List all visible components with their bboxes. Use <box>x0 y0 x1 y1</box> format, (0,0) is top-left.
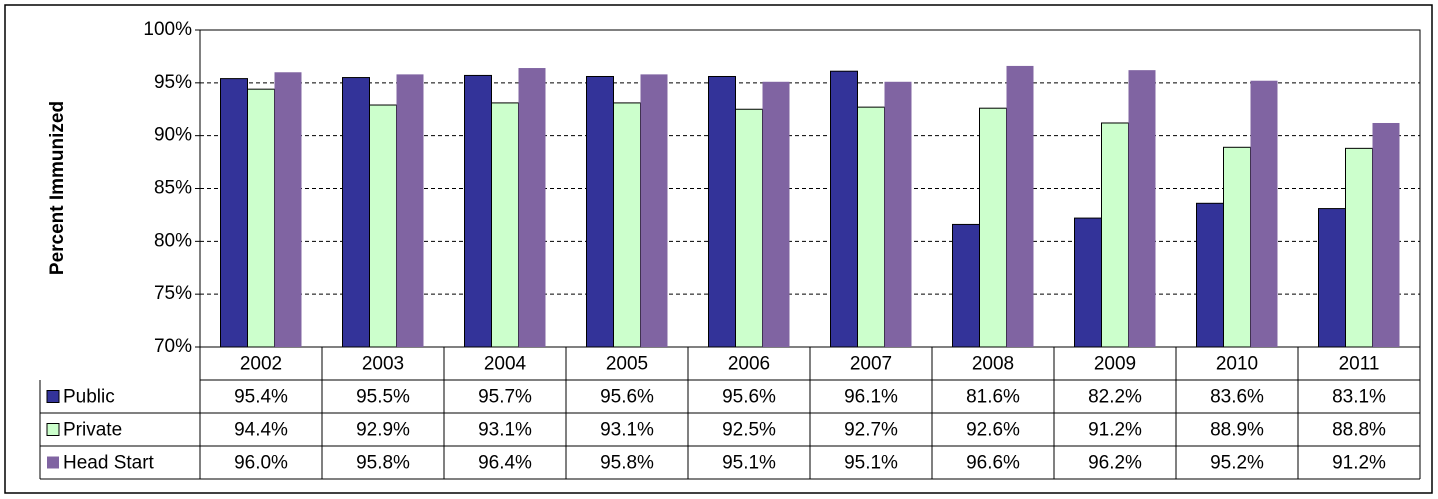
y-tick-label: 80% <box>154 230 192 251</box>
table-value: 96.6% <box>966 453 1020 474</box>
bar <box>369 104 397 348</box>
legend-swatch <box>46 390 60 403</box>
x-tick-label: 2010 <box>1216 354 1258 375</box>
bar <box>640 74 668 347</box>
legend-label: Public <box>63 387 115 408</box>
bar <box>952 223 980 348</box>
bar <box>735 108 763 348</box>
bar <box>708 75 736 348</box>
bar <box>274 72 302 348</box>
table-value: 93.1% <box>478 420 532 441</box>
table-value: 93.1% <box>600 420 654 441</box>
table-value: 94.4% <box>234 420 288 441</box>
table-value: 88.8% <box>1332 420 1386 441</box>
bar <box>396 74 424 347</box>
table-value: 92.7% <box>844 420 898 441</box>
table-value: 83.6% <box>1210 387 1264 408</box>
bar <box>342 77 370 348</box>
x-tick-label: 2003 <box>362 354 404 375</box>
bar <box>1345 147 1373 348</box>
bar <box>1318 208 1346 348</box>
bar <box>1372 122 1400 347</box>
table-value: 96.4% <box>478 453 532 474</box>
bar <box>464 74 492 348</box>
y-axis-label: Percent Immunized <box>47 101 68 275</box>
table-value: 95.4% <box>234 387 288 408</box>
table-value: 95.1% <box>722 453 776 474</box>
table-value: 82.2% <box>1088 387 1142 408</box>
y-tick-label: 90% <box>154 125 192 146</box>
y-tick-label: 85% <box>154 178 192 199</box>
table-value: 92.5% <box>722 420 776 441</box>
x-tick-label: 2004 <box>484 354 527 375</box>
chart-border <box>4 4 1433 494</box>
bar <box>1196 202 1224 348</box>
table-value: 91.2% <box>1332 453 1386 474</box>
bar <box>1101 122 1129 348</box>
bar <box>247 88 275 348</box>
bar <box>1223 146 1251 348</box>
table-value: 95.8% <box>600 453 654 474</box>
bar <box>586 75 614 348</box>
bar <box>979 107 1007 348</box>
legend-label: Private <box>63 420 122 441</box>
y-tick-label: 75% <box>154 283 192 304</box>
bar <box>857 106 885 348</box>
table-value: 91.2% <box>1088 420 1142 441</box>
bar <box>1006 65 1034 347</box>
legend-swatch <box>47 456 59 469</box>
bar <box>491 102 519 348</box>
table-value: 95.7% <box>478 387 532 408</box>
table-value: 88.9% <box>1210 420 1264 441</box>
x-tick-label: 2006 <box>728 354 770 375</box>
table-value: 83.1% <box>1332 387 1386 408</box>
table-value: 95.6% <box>600 387 654 408</box>
x-tick-label: 2011 <box>1339 354 1380 375</box>
table-value: 95.2% <box>1210 453 1264 474</box>
table-value: 96.0% <box>234 453 288 474</box>
table-value: 95.5% <box>356 387 410 408</box>
x-tick-label: 2008 <box>972 354 1014 375</box>
table-value: 95.1% <box>844 453 898 474</box>
bar <box>884 81 912 347</box>
bar <box>830 70 858 348</box>
y-tick-label: 95% <box>154 72 192 93</box>
bar <box>613 102 641 348</box>
bar <box>1128 70 1156 348</box>
y-tick-label: 70% <box>154 336 192 357</box>
table-value: 95.6% <box>722 387 776 408</box>
legend-label: Head Start <box>63 453 155 474</box>
legend-swatch <box>46 423 60 436</box>
bar <box>518 68 546 347</box>
table-value: 92.6% <box>966 420 1020 441</box>
bar <box>1074 217 1102 348</box>
y-tick-label: 100% <box>143 19 192 40</box>
table-value: 95.8% <box>356 453 410 474</box>
table-value: 92.9% <box>356 420 410 441</box>
x-tick-label: 2007 <box>850 354 892 375</box>
x-tick-label: 2005 <box>606 354 648 375</box>
table-value: 96.2% <box>1088 453 1142 474</box>
bar <box>762 81 790 347</box>
table-value: 81.6% <box>966 387 1020 408</box>
x-tick-label: 2009 <box>1094 354 1136 375</box>
bar <box>220 78 248 348</box>
table-value: 96.1% <box>844 387 898 408</box>
bar <box>1250 80 1278 347</box>
x-tick-label: 2002 <box>240 354 282 375</box>
